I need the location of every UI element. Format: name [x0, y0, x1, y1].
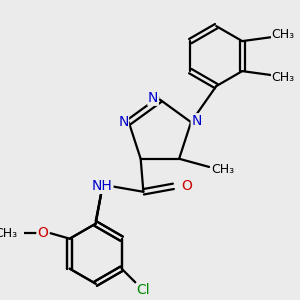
Text: N: N: [118, 115, 128, 129]
Text: CH₃: CH₃: [211, 163, 234, 176]
Text: CH₃: CH₃: [272, 28, 295, 41]
Text: CH₃: CH₃: [0, 227, 17, 240]
Text: O: O: [182, 179, 193, 193]
Text: Cl: Cl: [136, 284, 150, 298]
Text: CH₃: CH₃: [272, 71, 295, 84]
Text: N: N: [148, 91, 158, 105]
Text: NH: NH: [92, 179, 113, 193]
Text: N: N: [191, 114, 202, 128]
Text: O: O: [37, 226, 48, 240]
